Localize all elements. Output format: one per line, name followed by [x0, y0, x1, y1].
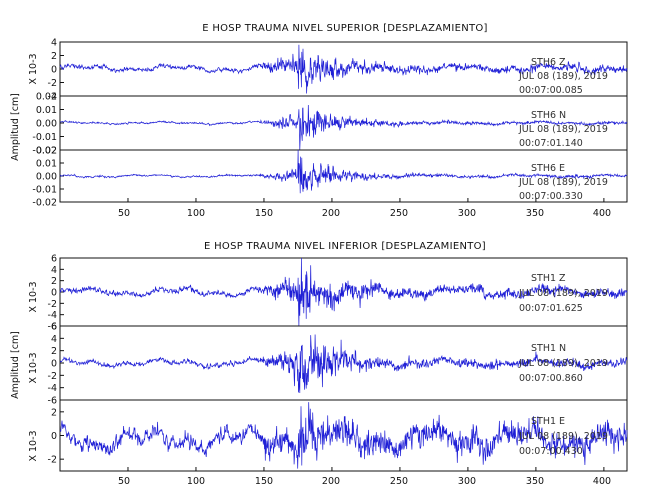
- y-tick-label: 0.01: [36, 159, 57, 170]
- lower-chart-title: E HOSP TRAUMA NIVEL INFERIOR [DESPLAZAMI…: [204, 241, 486, 252]
- upper-panel-e: 0.02 0.01 0.00 -0.01 -0.02 STH6 E JUL 08 (18…: [32, 146, 628, 209]
- station-label: STH6 Z: [531, 57, 566, 68]
- x-tick-marks: [127, 198, 605, 471]
- y-tick-label: 4: [51, 334, 57, 345]
- station-label: STH1 E: [531, 416, 565, 427]
- station-label: STH1 Z: [531, 273, 566, 284]
- y-tick-label: -0.01: [32, 132, 57, 143]
- y-tick-label: -6: [48, 322, 57, 333]
- scale-label: X 10-3: [28, 352, 39, 383]
- time-label: 00:07:00.860: [519, 373, 583, 384]
- y-tick-label: 0.02: [36, 146, 57, 157]
- y-tick-label: -2: [48, 371, 57, 382]
- y-tick-label: 0.01: [36, 105, 57, 116]
- lower-xtick: 400: [593, 476, 611, 487]
- scale-label: X 10-3: [28, 281, 39, 312]
- waveform-trace: [59, 104, 628, 151]
- waveform-trace: [59, 149, 628, 194]
- upper-xtick: 150: [255, 208, 273, 219]
- date-label: JUL 08 (189), 2019: [518, 177, 608, 188]
- lower-xtick: 150: [255, 476, 273, 487]
- upper-xtick: 300: [458, 208, 476, 219]
- lower-xtick: 300: [458, 476, 476, 487]
- time-label: 00:07:00.330: [519, 191, 583, 202]
- upper-panel-n: 0.02 0.01 0.00 -0.01 -0.02 STH6 N JUL 08 (18…: [32, 92, 628, 157]
- upper-xtick: 350: [526, 208, 544, 219]
- y-tick-label: 2: [51, 346, 57, 357]
- y-tick-label: -2: [48, 299, 57, 310]
- time-label: 00:07:00.430: [519, 446, 583, 457]
- waveform-trace: [59, 257, 628, 327]
- y-tick-label: 2: [51, 276, 57, 287]
- time-label: 00:07:01.140: [519, 138, 583, 149]
- y-tick-label: -0.01: [32, 185, 57, 196]
- waveform-trace: [59, 44, 628, 94]
- upper-xtick: 50: [118, 208, 130, 219]
- upper-xtick: 200: [322, 208, 340, 219]
- y-tick-label: 6: [51, 322, 57, 333]
- station-label: STH6 N: [531, 110, 566, 121]
- y-tick-label: -2: [48, 78, 57, 89]
- lower-panel-e: 2 0 -2 X 10-3 STH1 E JUL 08 (189), 2019 00…: [28, 399, 628, 472]
- date-label: JUL 08 (189), 2019: [518, 288, 608, 299]
- y-tick-label: 0: [51, 359, 57, 370]
- scale-label: X 10-3: [28, 430, 39, 461]
- y-tick-label: -4: [48, 310, 57, 321]
- y-tick-label: 0.00: [36, 119, 57, 130]
- date-label: JUL 08 (189), 2019: [518, 124, 608, 135]
- y-tick-label: 0: [51, 431, 57, 442]
- upper-xtick: 400: [593, 208, 611, 219]
- y-tick-label: -6: [48, 396, 57, 407]
- y-tick-label: 4: [51, 38, 57, 49]
- lower-ylabel: Amplitud [cm]: [10, 331, 21, 399]
- waveform-trace: [59, 402, 628, 469]
- y-tick-label: 4: [51, 265, 57, 276]
- time-label: 00:07:00.085: [519, 85, 583, 96]
- upper-chart-title: E HOSP TRAUMA NIVEL SUPERIOR [DESPLAZAMI…: [202, 23, 488, 34]
- date-label: JUL 08 (189), 2019: [518, 71, 608, 82]
- y-tick-label: -2: [48, 455, 57, 466]
- y-tick-label: -4: [48, 92, 57, 103]
- y-tick-label: 2: [51, 407, 57, 418]
- date-label: JUL 08 (189), 2019: [518, 358, 608, 369]
- waveform-trace: [59, 334, 628, 394]
- upper-xtick: 100: [187, 208, 205, 219]
- scale-label: X 10-3: [28, 53, 39, 84]
- upper-ylabel: Amplitud [cm]: [10, 93, 21, 161]
- y-tick-label: 0: [51, 288, 57, 299]
- lower-xtick: 250: [390, 476, 408, 487]
- lower-xtick: 100: [187, 476, 205, 487]
- y-tick-label: -0.02: [32, 198, 57, 209]
- time-label: 00:07:01.625: [519, 303, 583, 314]
- y-tick-label: 2: [51, 51, 57, 62]
- y-tick-label: 0.00: [36, 172, 57, 183]
- y-tick-label: -4: [48, 383, 57, 394]
- lower-xtick: 350: [526, 476, 544, 487]
- upper-x-axis: 50 100 150 200 250 300 350 400: [118, 208, 611, 219]
- upper-xtick: 250: [390, 208, 408, 219]
- date-label: JUL 08 (189), 2019: [518, 431, 608, 442]
- y-tick-label: 0.02: [36, 92, 57, 103]
- station-label: STH6 E: [531, 163, 565, 174]
- lower-xtick: 50: [118, 476, 130, 487]
- station-label: STH1 N: [531, 343, 566, 354]
- lower-panel-n: 642 0-2-4 -6 X 10-3 STH1 N JUL 08 (189), 2…: [28, 322, 628, 407]
- upper-panel-z: 4 2 0 -2 -4 X 10-3 STH6 Z JUL 08 (189), 2019…: [28, 38, 628, 103]
- y-tick-label: 6: [51, 254, 57, 265]
- y-tick-label: 0: [51, 65, 57, 76]
- lower-x-axis: 50 100 150 200 250 300 350 400: [118, 476, 611, 487]
- y-tick-label: -0.02: [32, 146, 57, 157]
- lower-xtick: 200: [322, 476, 340, 487]
